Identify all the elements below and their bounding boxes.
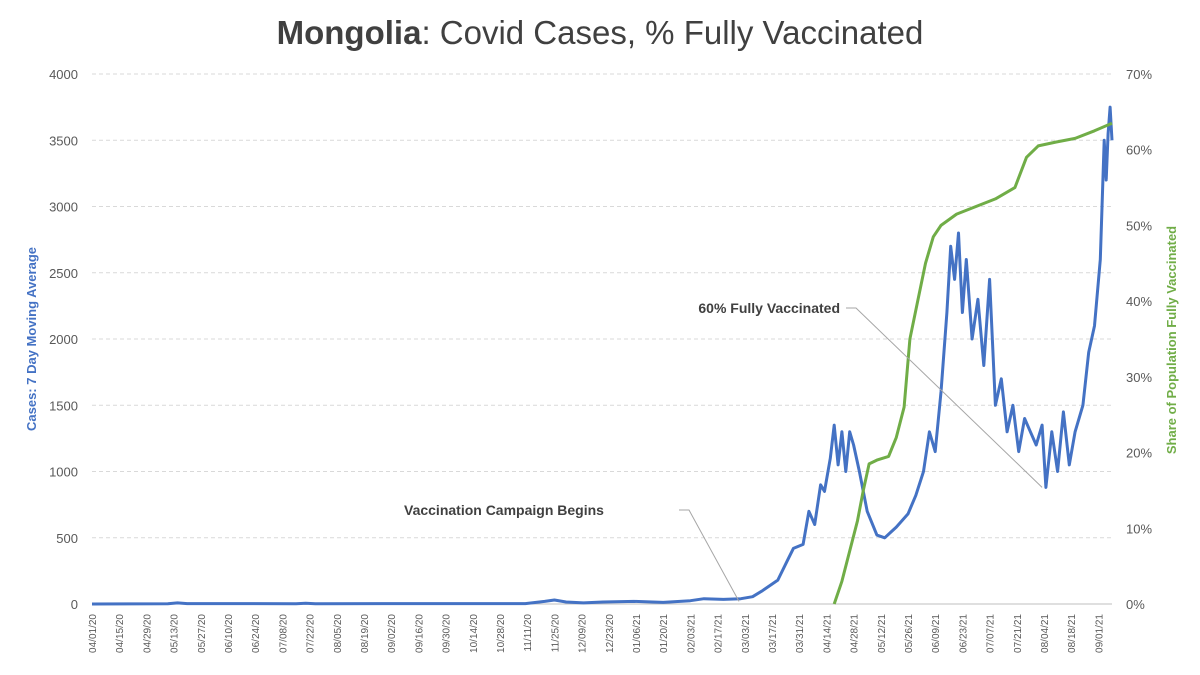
annotation-leader-line <box>846 307 1043 488</box>
y-axis-title-right: Share of Population Fully Vaccinated <box>1164 226 1179 454</box>
x-tick-label: 02/03/21 <box>686 614 697 653</box>
y-tick-label-right: 40% <box>1126 294 1152 309</box>
x-tick-label: 06/23/21 <box>958 614 969 653</box>
x-tick-label: 09/30/20 <box>442 614 453 653</box>
x-tick-label: 10/28/20 <box>496 614 507 653</box>
y-tick-label-left: 1000 <box>49 465 78 480</box>
x-tick-label: 08/04/21 <box>1040 614 1051 653</box>
y-tick-label-left: 3000 <box>49 200 78 215</box>
x-tick-label: 11/25/20 <box>550 614 561 653</box>
annotation-label: Vaccination Campaign Begins <box>404 502 604 518</box>
x-tick-label: 11/11/20 <box>523 614 534 652</box>
x-tick-label: 08/18/21 <box>1067 614 1078 653</box>
annotation-leader-line <box>679 509 740 602</box>
y-tick-label-right: 50% <box>1126 218 1152 233</box>
x-tick-label: 07/07/21 <box>986 614 997 653</box>
x-tick-label: 04/29/20 <box>142 614 153 653</box>
y-tick-label-left: 4000 <box>49 67 78 82</box>
y-tick-label-left: 1500 <box>49 398 78 413</box>
y-tick-label-right: 60% <box>1126 143 1152 158</box>
x-tick-label: 04/28/21 <box>850 614 861 653</box>
x-tick-label: 04/01/20 <box>88 614 99 653</box>
y-tick-label-left: 3500 <box>49 133 78 148</box>
chart-title-rest: : Covid Cases, % Fully Vaccinated <box>421 14 924 51</box>
x-tick-label: 06/24/20 <box>251 614 262 653</box>
x-tick-label: 03/31/21 <box>795 614 806 653</box>
x-tick-label: 04/15/20 <box>115 614 126 653</box>
y-tick-label-right: 10% <box>1126 521 1152 536</box>
x-tick-label: 12/23/20 <box>605 614 616 653</box>
x-tick-label: 10/14/20 <box>469 614 480 653</box>
x-tick-label: 01/06/21 <box>632 614 643 653</box>
chart-title: Mongolia: Covid Cases, % Fully Vaccinate… <box>0 14 1200 52</box>
x-tick-label: 09/02/20 <box>387 614 398 653</box>
y-tick-label-left: 500 <box>56 531 78 546</box>
x-tick-label: 08/19/20 <box>360 614 371 653</box>
x-tick-label: 08/05/20 <box>333 614 344 653</box>
x-tick-label: 07/21/21 <box>1013 614 1024 653</box>
y-tick-label-right: 0% <box>1126 597 1145 612</box>
x-tick-label: 09/16/20 <box>414 614 425 653</box>
y-tick-label-right: 70% <box>1126 67 1152 82</box>
chart-title-bold: Mongolia <box>276 14 422 51</box>
x-tick-label: 02/17/21 <box>714 614 725 653</box>
y-tick-label-left: 0 <box>71 597 78 612</box>
x-tick-label: 09/01/21 <box>1094 614 1105 653</box>
x-tick-label: 01/20/21 <box>659 614 670 653</box>
x-tick-label: 04/14/21 <box>822 614 833 653</box>
cases-line <box>91 105 1114 606</box>
y-tick-label-left: 2000 <box>49 332 78 347</box>
y-tick-label-left: 2500 <box>49 266 78 281</box>
x-tick-label: 03/17/21 <box>768 614 779 653</box>
x-tick-label: 12/09/20 <box>578 614 589 653</box>
x-tick-label: 06/10/20 <box>224 614 235 653</box>
vaccinated-line <box>832 121 1113 605</box>
y-axis-title-left: Cases: 7 Day Moving Average <box>24 247 39 431</box>
x-tick-label: 07/08/20 <box>278 614 289 653</box>
x-tick-label: 05/26/21 <box>904 614 915 653</box>
x-tick-label: 03/03/21 <box>741 614 752 653</box>
x-tick-label: 05/27/20 <box>197 614 208 653</box>
y-tick-label-right: 30% <box>1126 370 1152 385</box>
y-tick-label-right: 20% <box>1126 446 1152 461</box>
x-tick-label: 05/12/21 <box>877 614 888 653</box>
x-tick-label: 05/13/20 <box>170 614 181 653</box>
x-tick-label: 07/22/20 <box>306 614 317 653</box>
annotation-label: 60% Fully Vaccinated <box>698 300 840 316</box>
x-tick-label: 06/09/21 <box>931 614 942 653</box>
